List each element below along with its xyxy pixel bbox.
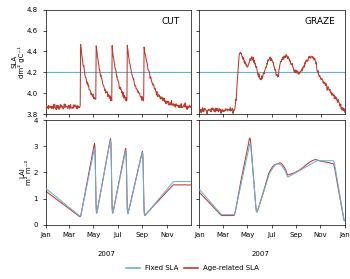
Y-axis label: SLA
dm² gC⁻¹: SLA dm² gC⁻¹ (11, 46, 25, 78)
Line: Age-related SLA: Age-related SLA (199, 138, 344, 221)
Fixed SLA (256, 207, 260, 210)
Text: GRAZE: GRAZE (304, 17, 335, 26)
Fixed SLA (197, 188, 202, 191)
Age-related SLA (322, 160, 326, 163)
Age-related SLA (336, 185, 340, 189)
Fixed SLA (256, 209, 260, 213)
Text: 2007: 2007 (252, 251, 270, 257)
Age-related SLA (228, 214, 232, 217)
Age-related SLA (237, 188, 241, 191)
Fixed SLA (342, 219, 346, 222)
Age-related SLA (342, 219, 346, 222)
Fixed SLA (248, 142, 252, 145)
Age-related SLA (197, 191, 202, 194)
Text: CUT: CUT (162, 17, 180, 26)
Age-related SLA (256, 209, 260, 212)
Line: Fixed SLA: Fixed SLA (199, 144, 344, 220)
Text: 2007: 2007 (98, 251, 116, 257)
Age-related SLA (247, 136, 252, 140)
Legend: Fixed SLA, Age-related SLA: Fixed SLA, Age-related SLA (123, 263, 262, 274)
Fixed SLA (336, 183, 340, 186)
Fixed SLA (237, 191, 241, 194)
Fixed SLA (322, 159, 326, 162)
Fixed SLA (228, 213, 232, 216)
Age-related SLA (256, 207, 260, 210)
Y-axis label: LAI
m² m⁻²: LAI m² m⁻² (19, 160, 32, 185)
